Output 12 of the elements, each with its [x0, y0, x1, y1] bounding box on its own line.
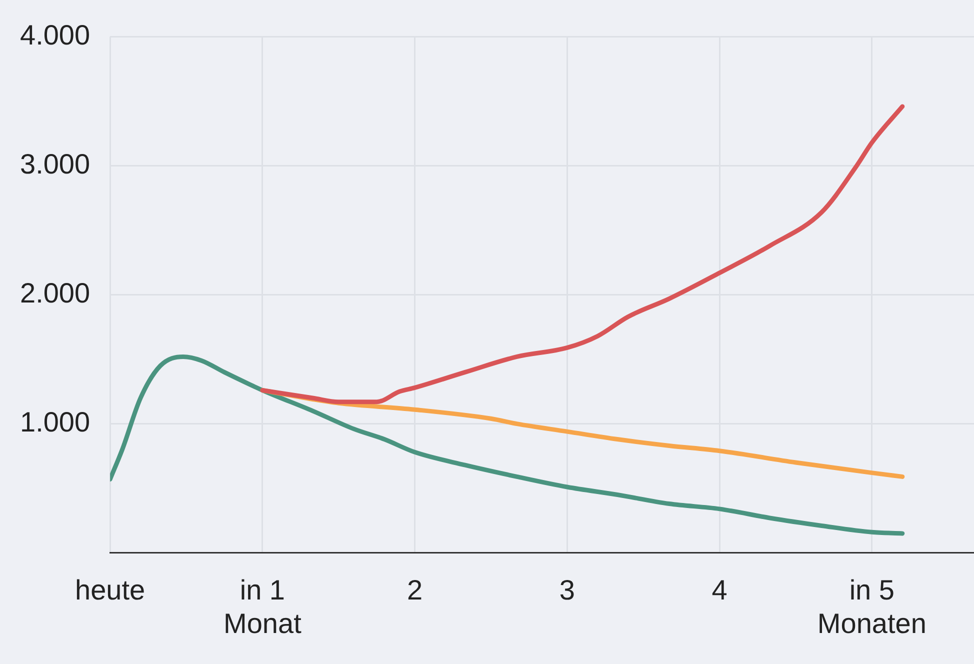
- y-tick-label: 4.000: [20, 20, 90, 51]
- line-series: [260, 104, 905, 404]
- x-tick-label: 2: [407, 574, 423, 606]
- x-tick-label: 3: [559, 574, 575, 606]
- y-tick-label: 2.000: [20, 278, 90, 309]
- x-tick-label: in 1 Monat: [224, 574, 302, 639]
- y-tick-label: 1.000: [20, 406, 90, 438]
- x-tick-label: heute: [75, 574, 146, 606]
- x-tick-label: in 5 Monaten: [817, 574, 926, 639]
- x-tick-label: 4: [712, 574, 728, 606]
- line-series: [110, 354, 905, 536]
- y-tick-label: 3.000: [20, 148, 90, 180]
